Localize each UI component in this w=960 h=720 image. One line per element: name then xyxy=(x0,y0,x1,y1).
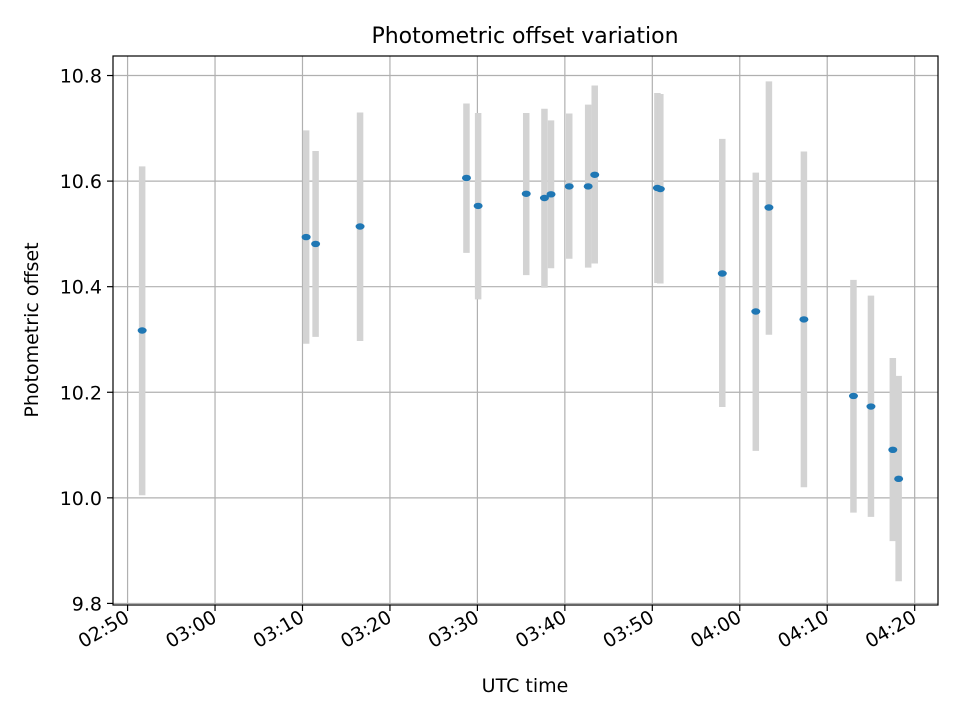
data-point xyxy=(564,183,574,190)
data-point xyxy=(461,174,471,182)
data-point xyxy=(751,308,761,315)
data-point xyxy=(583,183,593,190)
y-tick-label: 10.2 xyxy=(60,382,102,404)
data-point xyxy=(473,202,483,210)
x-axis-label: UTC time xyxy=(482,675,569,697)
data-point xyxy=(866,403,876,410)
data-point xyxy=(546,191,556,198)
y-tick-label: 10.6 xyxy=(60,171,102,193)
chart-title: Photometric offset variation xyxy=(371,24,678,49)
data-point xyxy=(311,240,321,248)
data-point xyxy=(355,223,365,230)
y-tick-label: 10.4 xyxy=(60,277,102,299)
data-point xyxy=(137,327,147,334)
data-point xyxy=(894,475,904,483)
data-points xyxy=(137,171,904,483)
data-point xyxy=(888,446,898,454)
plot-frame xyxy=(112,55,939,606)
data-point xyxy=(539,194,549,202)
data-point xyxy=(521,190,531,197)
y-tick-label: 10.0 xyxy=(60,488,102,510)
data-point xyxy=(764,204,774,211)
data-point xyxy=(799,316,809,323)
y-axis-label: Photometric offset xyxy=(21,242,43,417)
y-tick-label: 10.8 xyxy=(60,66,102,88)
y-tick-label: 9.8 xyxy=(72,593,102,615)
data-point xyxy=(848,392,858,400)
data-point xyxy=(301,233,311,241)
data-point xyxy=(590,171,600,178)
data-point xyxy=(717,270,727,277)
data-point xyxy=(655,185,665,193)
